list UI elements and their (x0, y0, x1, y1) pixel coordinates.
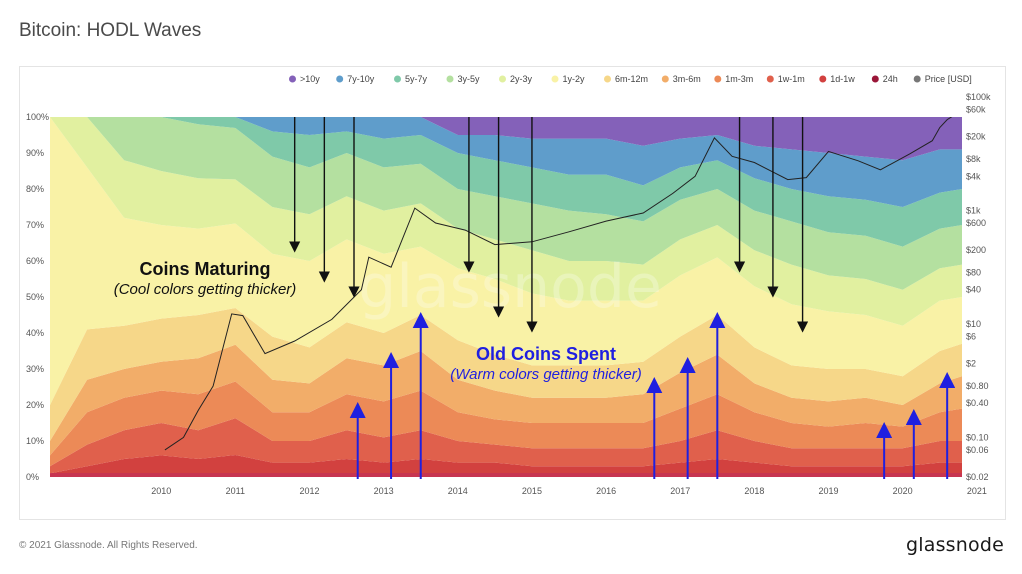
legend-swatch (336, 75, 344, 83)
y-left-tick-label: 80% (26, 184, 44, 194)
legend-swatch (446, 75, 454, 83)
y-right-tick-label: $0.06 (966, 445, 989, 455)
y-right-tick-label: $100k (966, 92, 991, 102)
y-left-tick-label: 0% (26, 472, 39, 482)
coins-maturing-subtitle: (Cool colors getting thicker) (114, 281, 297, 298)
y-left-tick-label: 70% (26, 220, 44, 230)
y-right-tick-label: $6 (966, 331, 976, 341)
legend-label: 5y-7y (405, 74, 428, 84)
y-left-tick-label: 90% (26, 148, 44, 158)
legend-label: 6m-12m (615, 74, 648, 84)
band-2y-3y (50, 117, 962, 326)
x-axis: 2010 2011 2012 2013 2014 2015 2016 2017 2018 2019… (151, 486, 987, 496)
hodl-waves-chart: glassnode 2010 2011 2012 2013 2014 2015 2016 20… (26, 74, 991, 496)
legend-label: 1y-2y (563, 74, 586, 84)
y-axis-left: 0% 10% 20% 30% 40% 50% 60% 70% 80% 90% 100% (26, 112, 49, 482)
band-1w-1m (50, 418, 962, 474)
y-right-tick-label: $20k (966, 132, 986, 142)
legend: >10y 7y-10y 5y-7y 3y-5y 2y-3y 1y-2y 6m-12m 3m-6… (289, 74, 972, 84)
legend-label: 1d-1w (830, 74, 855, 84)
x-tick-label: 2010 (151, 486, 171, 496)
legend-swatch (913, 75, 921, 83)
legend-label: 1m-3m (725, 74, 753, 84)
y-left-tick-label: 10% (26, 436, 44, 446)
legend-label: 24h (883, 74, 898, 84)
legend-swatch (766, 75, 774, 83)
x-tick-label: 2016 (596, 486, 616, 496)
legend-swatch (819, 75, 827, 83)
y-right-tick-label: $60k (966, 105, 986, 115)
x-tick-label: 2012 (299, 486, 319, 496)
y-axis-right: $0.02 $0.06 $0.10 $0.40 $0.80 $2 $6 $10 $40 $80 $2… (966, 92, 991, 482)
y-left-tick-label: 100% (26, 112, 49, 122)
band-24h-1d-1w (50, 455, 962, 477)
watermark: glassnode (358, 252, 662, 322)
y-right-tick-label: $80 (966, 268, 981, 278)
band-3m-6m (50, 344, 962, 456)
legend-label: 2y-3y (510, 74, 533, 84)
price-line (164, 117, 953, 451)
legend-swatch (289, 75, 296, 83)
y-left-tick-label: 40% (26, 328, 44, 338)
legend-label: Price [USD] (925, 74, 972, 84)
y-right-tick-label: $0.40 (966, 398, 989, 408)
band-5y-7y (50, 117, 962, 247)
y-right-tick-label: $2 (966, 359, 976, 369)
legend-swatch (871, 75, 879, 83)
x-tick-label: 2017 (670, 486, 690, 496)
y-right-tick-label: $200 (966, 245, 986, 255)
y-left-tick-label: 60% (26, 256, 44, 266)
legend-label: >10y (300, 74, 320, 84)
x-tick-label: 2018 (744, 486, 764, 496)
glassnode-logo: glassnode (906, 534, 1004, 556)
y-left-tick-label: 20% (26, 400, 44, 410)
band-7y-10y (50, 117, 962, 207)
legend-swatch (661, 75, 669, 83)
y-right-tick-label: $10 (966, 319, 981, 329)
band-1m-3m (50, 381, 962, 467)
band-3y-5y (50, 117, 962, 290)
legend-swatch (604, 75, 611, 83)
legend-swatch (499, 75, 506, 83)
legend-swatch (551, 75, 559, 83)
y-right-tick-label: $0.02 (966, 472, 989, 482)
hodl-bands (50, 117, 962, 477)
x-tick-label: 2019 (819, 486, 839, 496)
x-tick-label: 2020 (893, 486, 913, 496)
copyright-text: © 2021 Glassnode. All Rights Reserved. (19, 540, 198, 551)
page-title: Bitcoin: HODL Waves (19, 20, 202, 41)
x-tick-label: 2011 (226, 486, 245, 496)
chart-frame: glassnode 2010 2011 2012 2013 2014 2015 2016 20… (19, 66, 1006, 520)
band-6m-12m (50, 308, 962, 441)
x-tick-label: 2021 (967, 486, 987, 496)
y-right-tick-label: $0.10 (966, 432, 989, 442)
y-right-tick-label: $8k (966, 154, 981, 164)
band-1y-2y (50, 117, 962, 405)
annotation-arrows (289, 117, 956, 479)
band-24h (50, 473, 962, 477)
y-right-tick-label: $4k (966, 171, 981, 181)
x-tick-label: 2014 (448, 486, 468, 496)
legend-label: 3y-5y (458, 74, 481, 84)
legend-label: 7y-10y (347, 74, 375, 84)
price-usd-line (164, 117, 953, 451)
legend-label: 1w-1m (778, 74, 805, 84)
y-right-tick-label: $600 (966, 218, 986, 228)
y-right-tick-label: $1k (966, 205, 981, 215)
legend-label: 3m-6m (673, 74, 701, 84)
y-left-tick-label: 30% (26, 364, 44, 374)
band--10y (50, 117, 962, 161)
y-left-tick-label: 50% (26, 292, 44, 302)
x-tick-label: 2013 (374, 486, 394, 496)
old-coins-spent-title: Old Coins Spent (476, 344, 616, 364)
coins-maturing-title: Coins Maturing (140, 259, 271, 279)
legend-swatch (394, 75, 401, 83)
y-right-tick-label: $40 (966, 285, 981, 295)
x-tick-label: 2015 (522, 486, 542, 496)
legend-swatch (714, 75, 722, 83)
old-coins-spent-subtitle: (Warm colors getting thicker) (450, 366, 641, 383)
y-right-tick-label: $0.80 (966, 381, 989, 391)
